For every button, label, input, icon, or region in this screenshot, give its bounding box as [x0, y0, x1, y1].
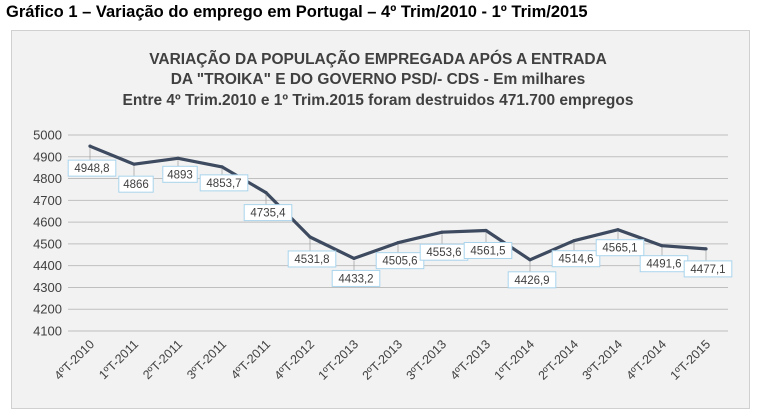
data-label-box — [683, 260, 733, 278]
x-tick-label: 1ºT-2015 — [668, 337, 714, 383]
data-point — [616, 228, 620, 232]
x-tick-label: 1ºT-2011 — [96, 337, 141, 382]
x-tick-label: 1ºT-2014 — [492, 337, 538, 383]
data-label-box — [162, 165, 198, 183]
x-tick-label: 3ºT-2011 — [184, 337, 229, 382]
data-label: 4948,8 — [74, 163, 109, 175]
data-point — [264, 191, 268, 195]
x-tick-label: 4ºT-2010 — [52, 337, 98, 383]
data-label-box — [287, 250, 337, 268]
data-label-box — [595, 239, 645, 257]
data-label: 4477,1 — [690, 264, 725, 276]
data-label: 4866 — [123, 179, 149, 191]
data-label: 4565,1 — [602, 243, 637, 255]
data-point — [528, 258, 532, 262]
data-label: 4561,5 — [470, 245, 505, 257]
data-label: 4514,6 — [558, 254, 593, 266]
y-tick-label: 4900 — [33, 149, 62, 164]
x-tick-label: 4ºT-2013 — [448, 337, 494, 383]
x-tick-label: 2ºT-2011 — [140, 337, 185, 382]
data-label: 4426,9 — [514, 275, 549, 287]
data-label-box — [551, 250, 601, 268]
x-tick-label: 4ºT-2014 — [624, 337, 670, 383]
y-tick-label: 4200 — [33, 302, 62, 317]
x-tick-label: 1ºT-2013 — [316, 337, 362, 383]
data-label: 4531,8 — [294, 254, 329, 266]
x-tick-label: 4ºT-2012 — [272, 337, 318, 383]
data-label-box — [199, 174, 249, 192]
data-label: 4505,6 — [382, 256, 417, 268]
data-point — [660, 244, 664, 248]
y-tick-label: 4400 — [33, 258, 62, 273]
data-point — [396, 241, 400, 245]
data-label-box — [243, 204, 293, 222]
y-tick-label: 4700 — [33, 193, 62, 208]
data-label: 4491,6 — [646, 259, 681, 271]
y-tick-label: 4600 — [33, 215, 62, 230]
data-point — [572, 239, 576, 243]
data-label-box — [507, 271, 557, 289]
data-label: 4433,2 — [338, 273, 373, 285]
data-point — [88, 144, 92, 148]
chart-title-line-2: DA "TROIKA" E DO GOVERNO PSD/- CDS - Em … — [171, 71, 586, 88]
x-tick-label: 2ºT-2014 — [536, 337, 582, 383]
x-tick-label: 3ºT-2013 — [404, 337, 450, 383]
x-tick-label: 3ºT-2014 — [580, 337, 626, 383]
figure-caption: Gráfico 1 – Variação do emprego em Portu… — [6, 3, 588, 21]
data-point — [220, 165, 224, 169]
y-tick-label: 4300 — [33, 280, 62, 295]
chart-area — [11, 30, 750, 409]
chart-title-line-1: VARIAÇÃO DA POPULAÇÃO EMPREGADA APÓS A E… — [149, 50, 607, 68]
data-label: 4553,6 — [426, 247, 461, 259]
x-tick-label: 4ºT-2011 — [228, 337, 273, 382]
y-tick-label: 4100 — [33, 324, 62, 339]
data-point — [484, 228, 488, 233]
y-axis-ticks: 4100 4200 4300 4400 4500 4600 4700 4800 4900 5000 — [33, 128, 62, 339]
series-line-group — [88, 144, 708, 262]
data-point — [132, 162, 136, 166]
data-label-box — [67, 159, 117, 177]
data-label-box — [331, 269, 381, 287]
y-tick-label: 4500 — [33, 236, 62, 251]
data-point — [176, 156, 180, 160]
data-label: 4735,4 — [250, 208, 286, 220]
y-tick-label: 5000 — [33, 128, 62, 143]
y-tick-label: 4800 — [33, 171, 62, 186]
chart-title-line-3: Entre 4º Trim.2010 e 1º Trim.2015 foram … — [122, 92, 633, 109]
data-point — [352, 256, 356, 261]
data-label: 4853,7 — [206, 178, 241, 190]
data-label-box — [463, 241, 513, 259]
data-label: 4893 — [167, 169, 193, 181]
x-axis-ticks: 4ºT-2010 1ºT-2011 2ºT-2011 3ºT-2011 4ºT-2011… — [52, 337, 714, 383]
data-labels: 4948,8 4866 4893 4853,7 4735,4 4531,8 4433,2 45… — [67, 148, 733, 289]
data-label-box — [118, 175, 154, 193]
x-tick-label: 2ºT-2013 — [360, 337, 406, 383]
data-point — [308, 235, 312, 239]
data-point — [704, 247, 708, 251]
data-point — [440, 230, 444, 234]
